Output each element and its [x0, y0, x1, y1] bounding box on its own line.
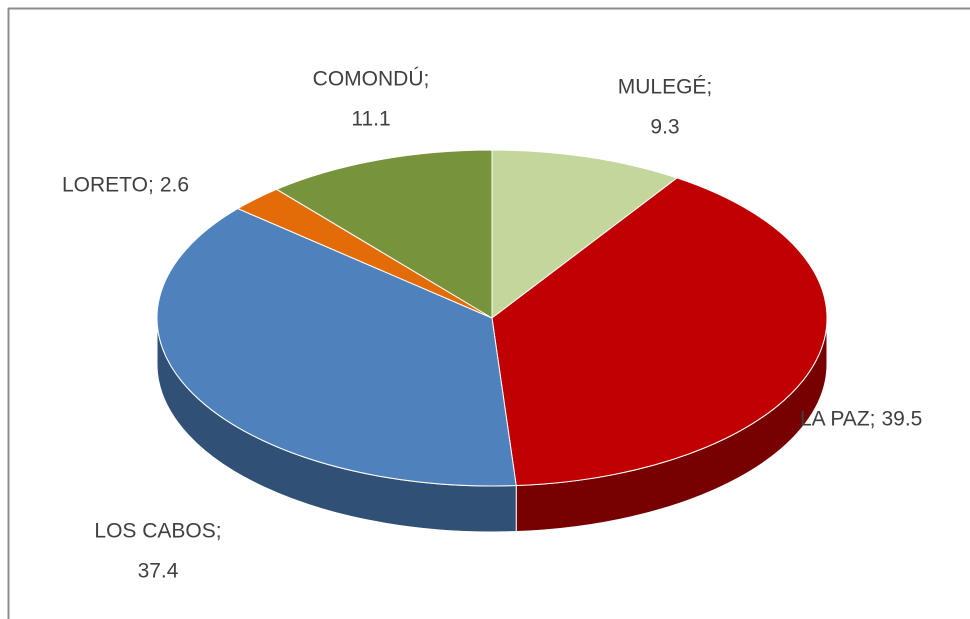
data-label-value: 9.3: [650, 116, 679, 139]
slice: [275, 149, 493, 319]
data-label-value: 11.1: [351, 108, 390, 131]
data-label-value: 37.4: [138, 560, 179, 583]
slice: [491, 177, 828, 487]
data-label-name: LOS CABOS;: [94, 520, 221, 543]
data-label-name: COMONDÚ;: [313, 68, 430, 91]
data-label-name: LORETO;: [62, 174, 154, 197]
data-label-value: 2.6: [160, 174, 189, 197]
slice: [491, 149, 679, 320]
data-label-name: MULEGÉ;: [618, 76, 713, 99]
slice: [156, 208, 517, 487]
data-label-name: LA PAZ;: [800, 408, 875, 431]
data-label-value: 39.5: [881, 408, 922, 431]
